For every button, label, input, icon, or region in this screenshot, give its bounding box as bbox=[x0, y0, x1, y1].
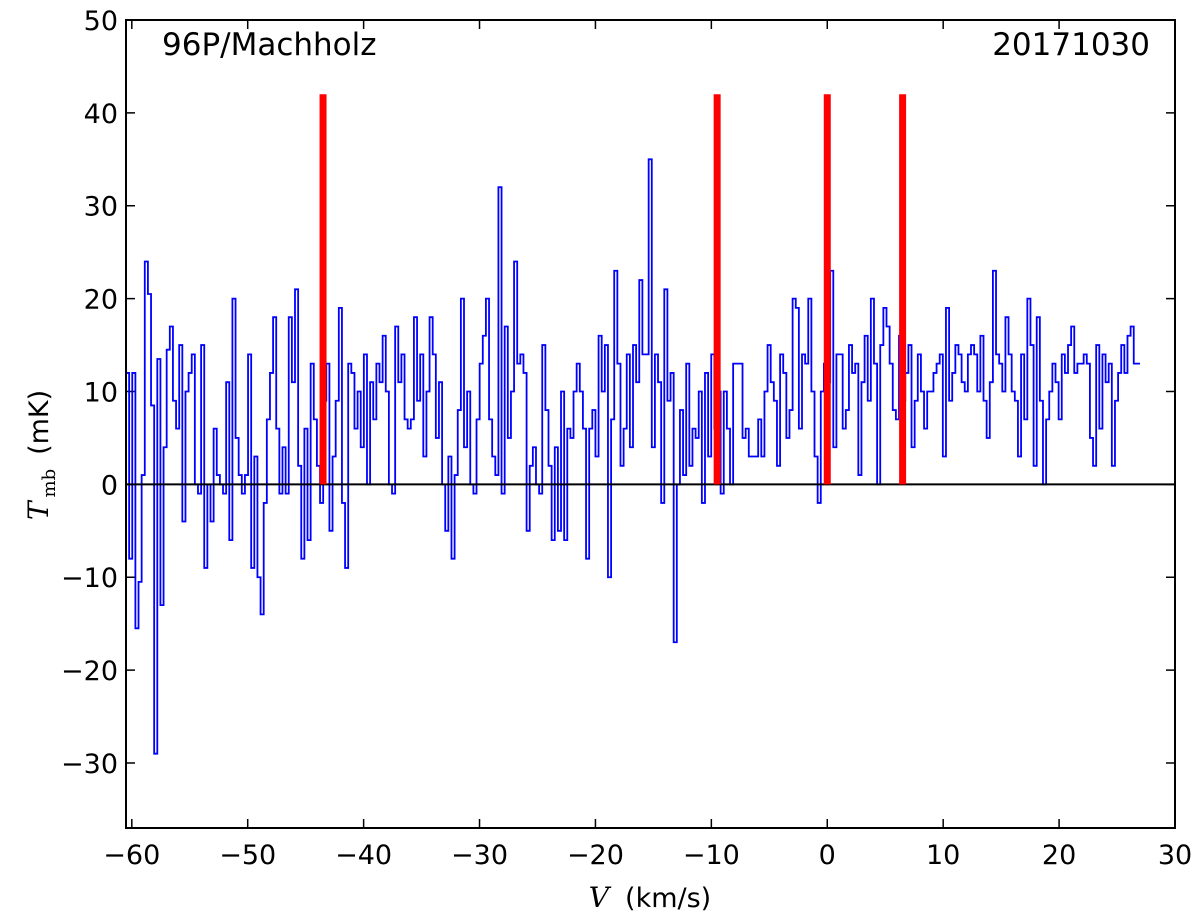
x-axis-title: V (km/s) bbox=[589, 881, 711, 914]
y-tick-label: 50 bbox=[84, 6, 118, 37]
date-label: 20171030 bbox=[992, 27, 1150, 63]
x-tick-label: −20 bbox=[567, 840, 624, 871]
x-tick-label: −30 bbox=[451, 840, 508, 871]
x-tick-label: 10 bbox=[926, 840, 960, 871]
x-axis-symbol: V bbox=[589, 881, 612, 914]
svg-text:T mb (mK): T mb (mK) bbox=[22, 390, 60, 520]
velocity-markers bbox=[319, 94, 907, 485]
x-tick-label: 0 bbox=[819, 840, 836, 871]
x-tick-label: −40 bbox=[335, 840, 392, 871]
y-tick-label: 10 bbox=[84, 377, 118, 408]
spectrum-area bbox=[126, 158, 1175, 755]
object-label: 96P/Machholz bbox=[162, 27, 377, 63]
plot-frame bbox=[125, 19, 1176, 829]
x-tick-label: −50 bbox=[219, 840, 276, 871]
spectrum-line bbox=[126, 158, 1140, 755]
y-axis-title: T mb (mK) bbox=[22, 390, 60, 520]
axes: −60 −50 −40 −30 −20 −10 0 10 20 30 −30 −20 −10 0 10 20 3… bbox=[61, 6, 1192, 871]
y-axis-unit: (mK) bbox=[24, 390, 55, 455]
x-tick-label: 30 bbox=[1158, 840, 1192, 871]
x-tick-label: 20 bbox=[1042, 840, 1076, 871]
y-tick-label: 40 bbox=[84, 99, 118, 130]
y-axis-subscript: mb bbox=[39, 469, 60, 498]
x-axis-unit: (km/s) bbox=[625, 883, 711, 914]
y-tick-label: 30 bbox=[84, 192, 118, 223]
x-tick-label: −10 bbox=[683, 840, 740, 871]
svg-text:V (km/s): V (km/s) bbox=[589, 881, 711, 914]
y-tick-label: 0 bbox=[101, 470, 118, 501]
y-tick-label: −20 bbox=[61, 656, 118, 687]
y-tick-label: −30 bbox=[61, 749, 118, 780]
y-tick-label: −10 bbox=[61, 563, 118, 594]
x-tick-label: −60 bbox=[103, 840, 160, 871]
y-axis-symbol: T bbox=[22, 499, 55, 520]
y-tick-label: 20 bbox=[84, 285, 118, 316]
